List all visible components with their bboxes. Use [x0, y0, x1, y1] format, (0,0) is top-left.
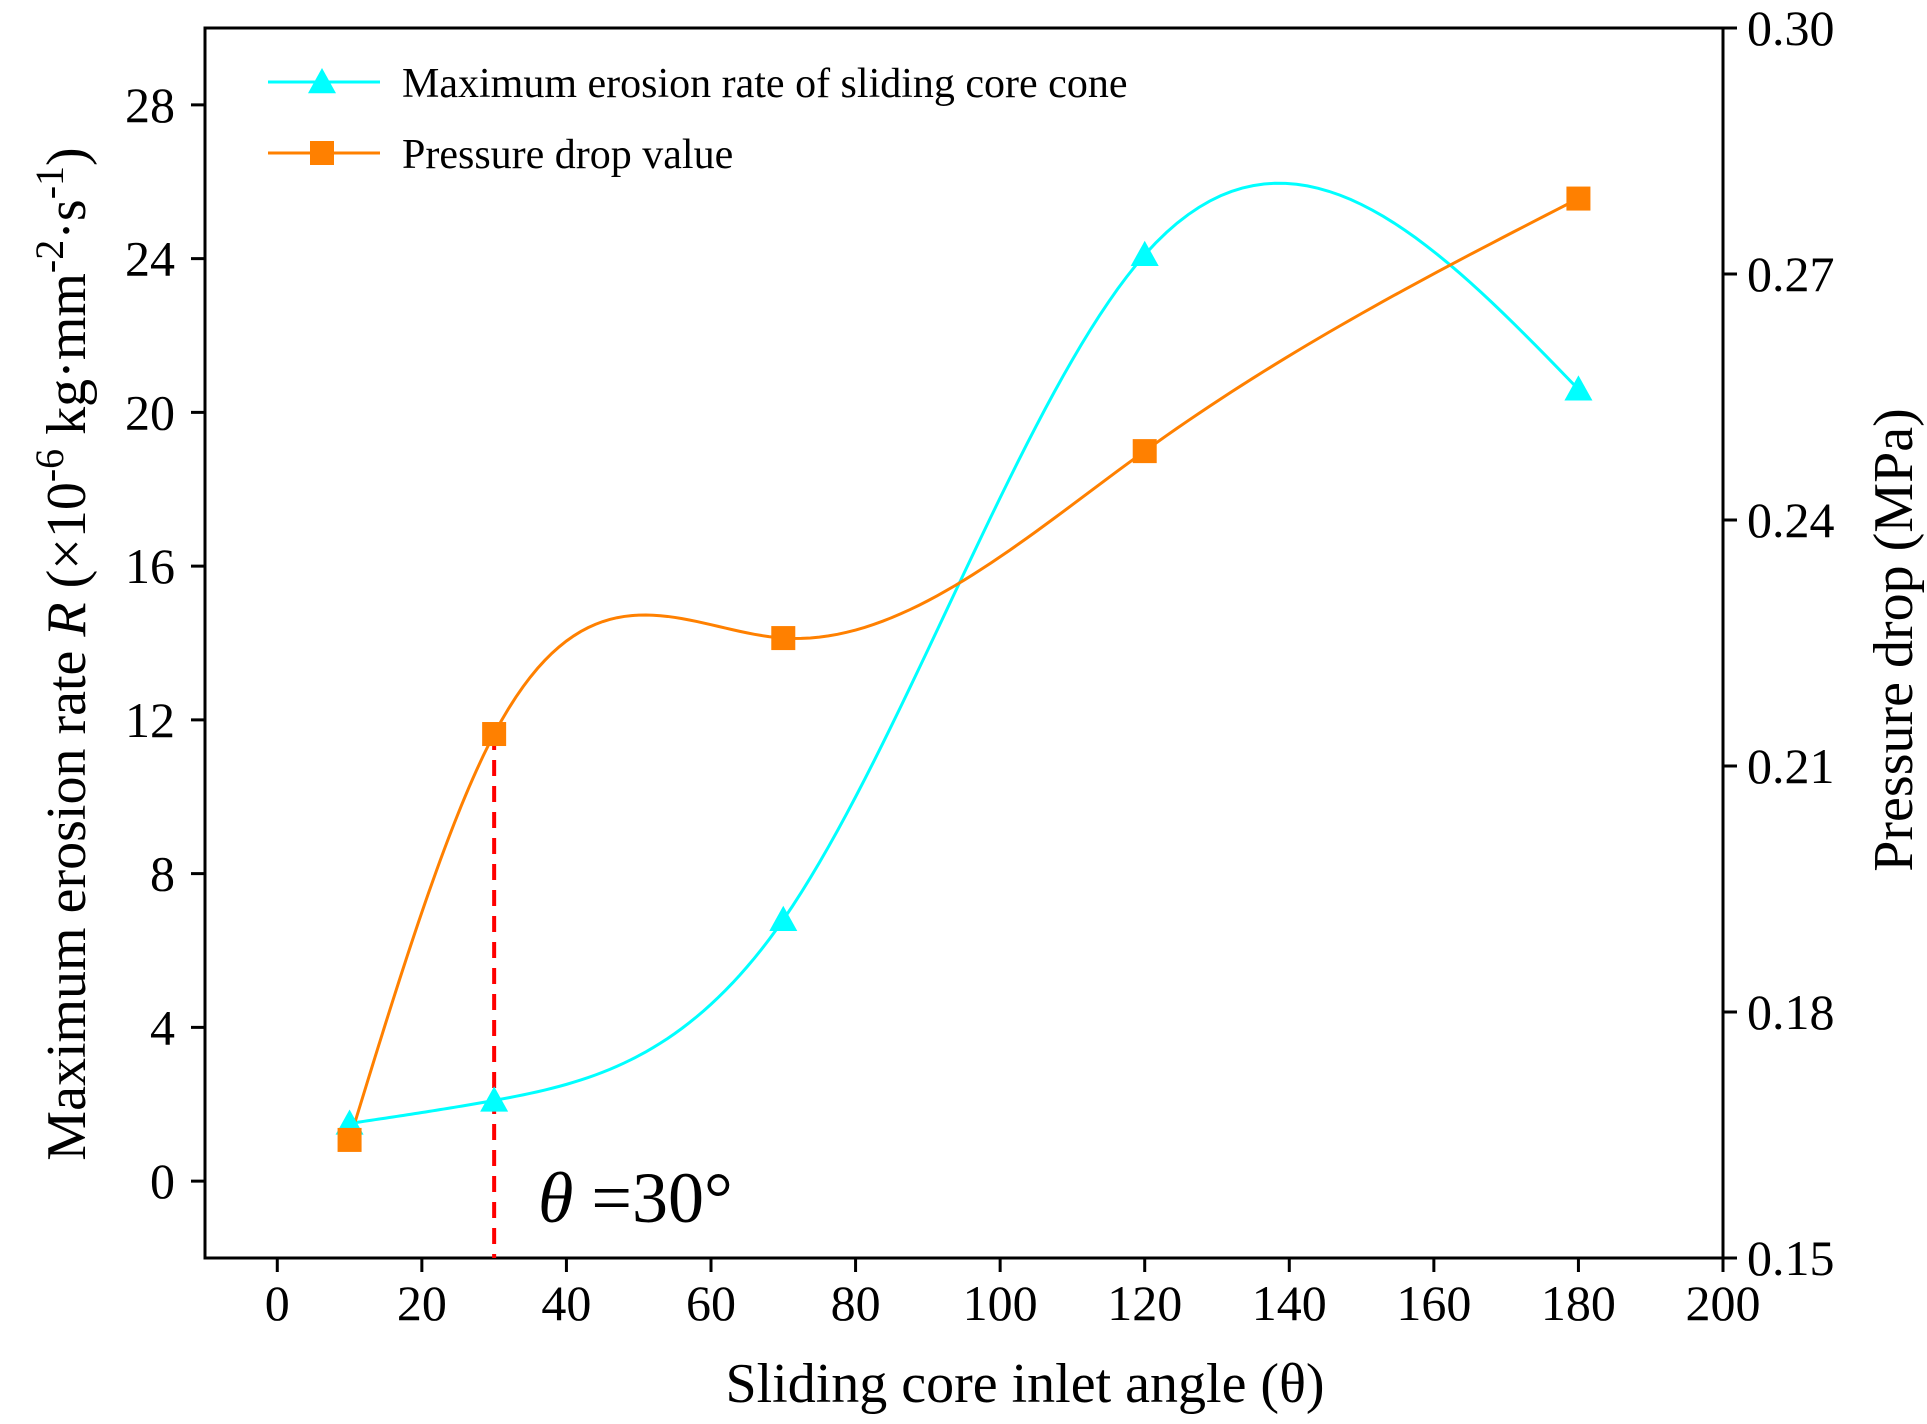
- legend: Maximum erosion rate of sliding core con…: [268, 61, 1127, 178]
- x-axis-title: Sliding core inlet angle (θ): [725, 1353, 1324, 1415]
- y-tick-label-28: 28: [125, 77, 175, 133]
- plot-layer: 0 20 40 60 80 100 120 140 160 180 200 0 4 8 12 16 20 24 28…: [125, 0, 1835, 1331]
- y-title-var: R: [36, 602, 98, 637]
- y-title-exp3: -1: [27, 166, 72, 199]
- y2-tick-label-0.24: 0.24: [1747, 492, 1835, 548]
- y2-tick-label-0.15: 0.15: [1747, 1230, 1835, 1286]
- y-tick-label-4: 4: [150, 999, 175, 1055]
- legend-marker-pressure: [310, 141, 334, 165]
- x-tick-label-160: 160: [1396, 1275, 1471, 1331]
- marker-erosion-180: [1564, 375, 1593, 401]
- y-title-exp1: -6: [27, 449, 72, 482]
- legend-label-erosion: Maximum erosion rate of sliding core con…: [402, 61, 1127, 107]
- y-tick-label-20: 20: [125, 384, 175, 440]
- marker-pressure-70: [771, 626, 796, 651]
- x-tick-label-180: 180: [1541, 1275, 1616, 1331]
- x-tick-label-40: 40: [541, 1275, 591, 1331]
- marker-erosion-70: [769, 905, 798, 931]
- x-tick-label-20: 20: [397, 1275, 447, 1331]
- y-title-unit1: kg·mm: [36, 273, 98, 449]
- plot-frame: [203, 26, 1725, 1260]
- marker-pressure-120: [1132, 439, 1157, 464]
- annotation-theta-30: θ =30°: [538, 1158, 733, 1238]
- marker-pressure-30: [482, 722, 507, 747]
- y-title-exp2: -2: [27, 240, 72, 273]
- y2-tick-label-0.30: 0.30: [1747, 0, 1835, 56]
- y2-tick-label-0.18: 0.18: [1747, 984, 1835, 1040]
- y-tick-label-24: 24: [125, 231, 175, 287]
- y-tick-label-8: 8: [150, 846, 175, 902]
- y-title-close: ): [36, 147, 98, 166]
- y2-tick-label-0.27: 0.27: [1747, 246, 1835, 302]
- legend-label-pressure: Pressure drop value: [402, 132, 733, 178]
- series-line-pressure: [348, 197, 1580, 1141]
- marker-pressure-180: [1566, 186, 1591, 211]
- marker-erosion-120: [1130, 240, 1159, 266]
- x-tick-label-200: 200: [1686, 1275, 1761, 1331]
- series-line-erosion: [349, 181, 1580, 1125]
- x-tick-label-60: 60: [686, 1275, 736, 1331]
- annotation-text: =30°: [573, 1158, 732, 1238]
- y2-tick-label-0.21: 0.21: [1747, 738, 1835, 794]
- y-tick-label-16: 16: [125, 538, 175, 594]
- y-title-open: (×10: [36, 482, 98, 602]
- y-title-unit2: ·s: [36, 199, 98, 239]
- marker-pressure-10: [337, 1127, 362, 1152]
- x-tick-label-140: 140: [1252, 1275, 1327, 1331]
- x-tick-label-0: 0: [265, 1275, 290, 1331]
- y-tick-label-0: 0: [150, 1153, 175, 1209]
- x-tick-label-80: 80: [831, 1275, 881, 1331]
- x-tick-label-120: 120: [1107, 1275, 1182, 1331]
- legend-marker-erosion: [308, 68, 336, 94]
- y2-axis-title: Pressure drop (MPa): [1863, 408, 1925, 871]
- y-title-prefix: Maximum erosion rate: [36, 637, 98, 1161]
- marker-erosion-30: [480, 1086, 509, 1112]
- annotation-var: θ: [538, 1158, 573, 1238]
- x-tick-label-100: 100: [963, 1275, 1038, 1331]
- y-axis-title: Maximum erosion rate R (×10-6 kg·mm-2·s-…: [27, 147, 98, 1160]
- y-tick-label-12: 12: [125, 692, 175, 748]
